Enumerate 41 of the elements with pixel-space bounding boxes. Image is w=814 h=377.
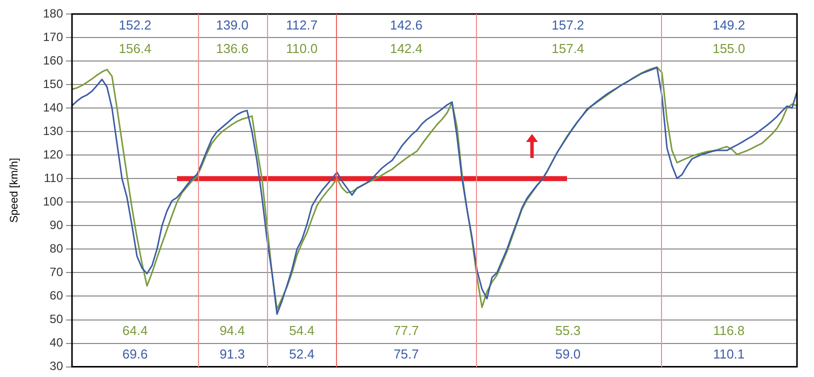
annotation: 142.6 <box>390 17 422 32</box>
y-tick-label: 120 <box>42 147 64 162</box>
annotation: 149.2 <box>712 17 746 32</box>
y-tick-label: 40 <box>50 336 64 350</box>
y-tick-label: 150 <box>42 76 64 91</box>
annotation: 110.0 <box>286 40 318 56</box>
annotation: 152.2 <box>118 17 152 32</box>
annotation: 94.4 <box>220 323 245 338</box>
y-tick-label: 180 <box>42 6 64 20</box>
annotation: 75.7 <box>394 346 419 362</box>
y-tick-label: 170 <box>42 30 64 44</box>
annotation: 116.8 <box>713 323 745 338</box>
annotation: 142.4 <box>390 40 422 56</box>
y-tick-label: 100 <box>42 194 64 208</box>
y-tick-label: 70 <box>50 265 64 280</box>
annotation: 157.2 <box>552 17 584 32</box>
y-tick-label: 140 <box>42 100 64 114</box>
annotation: 59.0 <box>555 346 581 362</box>
y-tick-label: 80 <box>50 242 64 256</box>
annotation: 69.6 <box>122 346 148 362</box>
annotation: 55.3 <box>555 323 581 338</box>
y-tick-label: 130 <box>42 124 64 138</box>
annotation: 110.1 <box>713 346 745 362</box>
annotation: 139.0 <box>216 17 248 32</box>
annotation: 52.4 <box>289 346 314 362</box>
annotation: 156.4 <box>118 40 152 56</box>
y-axis-title: Speed [km/h] <box>8 158 21 223</box>
y-tick-label: 30 <box>50 359 64 374</box>
y-tick-label: 160 <box>42 53 64 68</box>
annotation: 91.3 <box>220 346 245 362</box>
annotation: 64.4 <box>122 323 148 338</box>
y-tick-label: 50 <box>50 312 64 326</box>
y-tick-label: 110 <box>44 170 64 185</box>
annotation: 54.4 <box>289 323 314 338</box>
annotation: 155.0 <box>712 40 746 56</box>
annotation: 157.4 <box>552 40 584 56</box>
y-tick-label: 90 <box>50 218 64 232</box>
annotation: 112.7 <box>286 17 318 32</box>
annotation: 136.6 <box>216 40 248 56</box>
annotation: 77.7 <box>394 323 419 338</box>
y-tick-label: 60 <box>50 288 64 303</box>
